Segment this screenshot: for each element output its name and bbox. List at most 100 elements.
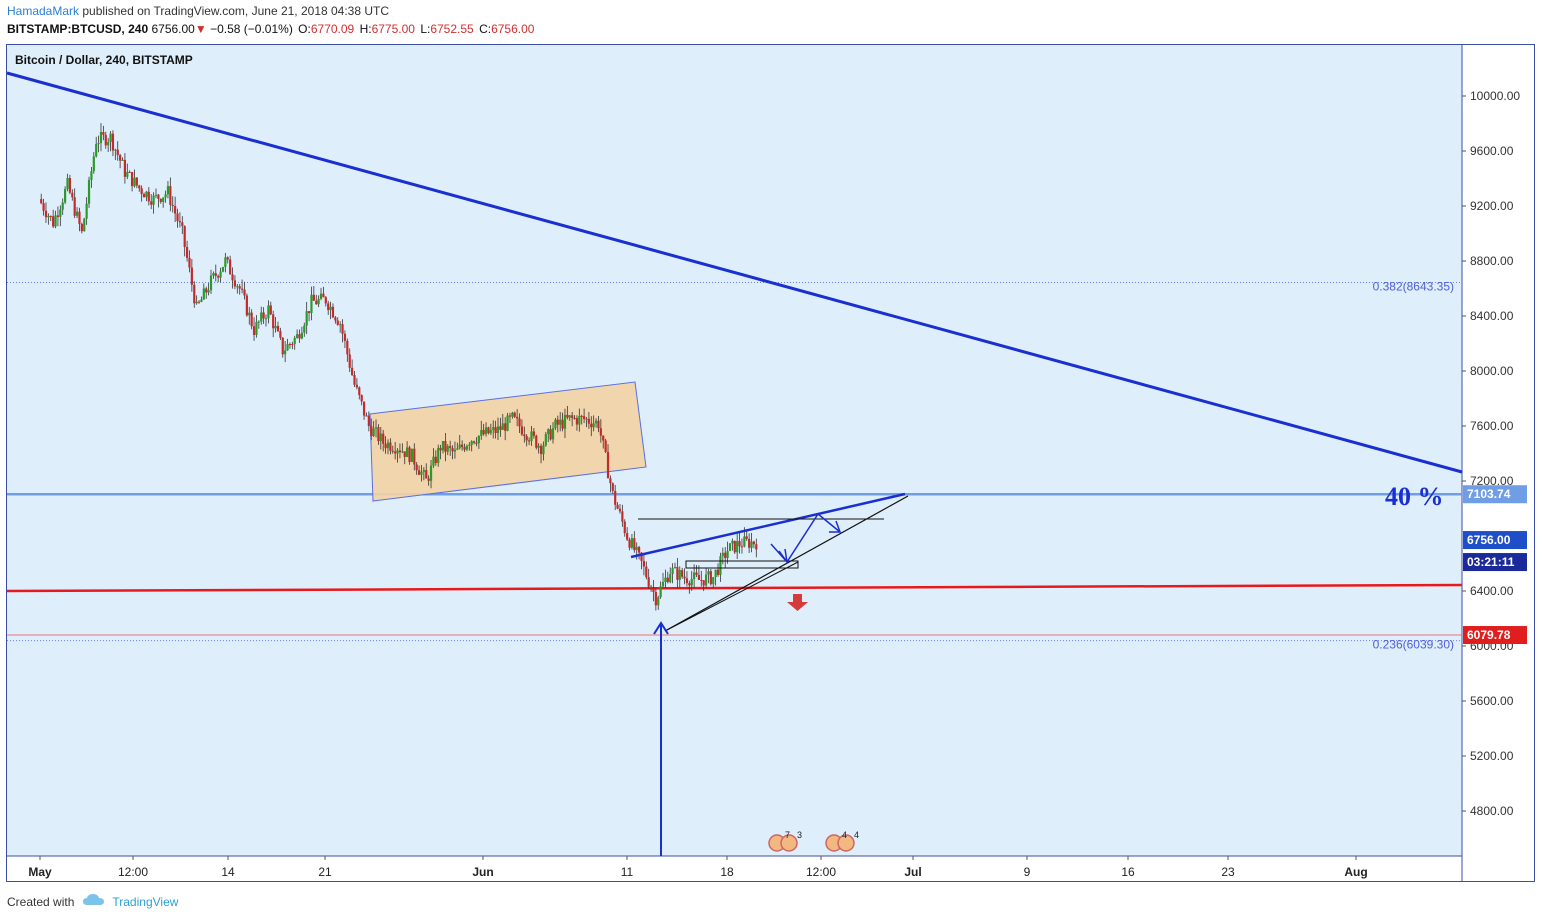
- candle-up: [437, 447, 440, 463]
- candle-down: [140, 188, 143, 195]
- candle-up: [559, 419, 562, 425]
- candle-down: [104, 134, 107, 146]
- candle-down: [169, 186, 172, 205]
- projection-arrowhead: [778, 548, 788, 563]
- candle-down: [205, 288, 208, 293]
- candle-up: [54, 215, 57, 227]
- candle-up: [585, 418, 588, 420]
- candle-down: [358, 387, 361, 396]
- candle-up: [195, 301, 198, 304]
- candle-down: [461, 444, 464, 448]
- candle-up: [75, 211, 79, 216]
- candle-down: [159, 198, 162, 202]
- candle-up: [678, 570, 681, 580]
- candle-down: [176, 213, 179, 222]
- event-sub: 3: [797, 830, 802, 840]
- candle-down: [449, 446, 452, 449]
- candle-down: [56, 215, 60, 217]
- candle-down: [334, 317, 337, 321]
- candle-up: [296, 334, 299, 338]
- candle-down: [573, 417, 576, 419]
- candle-down: [384, 443, 387, 449]
- x-tick-label: Jun: [472, 865, 493, 879]
- candle-up: [260, 312, 263, 322]
- candle-down: [561, 419, 564, 429]
- candle-up: [714, 569, 717, 578]
- candle-up: [422, 470, 425, 472]
- candle-down: [417, 470, 421, 475]
- candle-down: [243, 289, 246, 296]
- candle-down: [391, 450, 394, 452]
- candle-down: [499, 426, 502, 430]
- candle-down: [370, 426, 373, 437]
- candle-down: [327, 303, 330, 311]
- candle-up: [379, 433, 382, 442]
- candle-down: [324, 297, 327, 304]
- candle-down: [451, 448, 454, 452]
- candle-up: [446, 446, 449, 452]
- candle-up: [712, 577, 715, 585]
- candle-down: [351, 367, 354, 376]
- candle-down: [281, 337, 284, 355]
- candle-down: [597, 420, 600, 429]
- y-tick-label: 5200.00: [1470, 749, 1514, 763]
- ohlc-line: BITSTAMP:BTCUSD, 240 6756.00▼ −0.58 (−0.…: [7, 22, 534, 36]
- candle-up: [537, 445, 540, 448]
- chart-frame: [6, 44, 1535, 882]
- x-tick-label: 12:00: [806, 865, 836, 879]
- candle-down: [382, 433, 385, 444]
- candle-up: [224, 257, 227, 267]
- publish-line: HamadaMark published on TradingView.com,…: [7, 4, 389, 18]
- x-tick-label: 21: [318, 865, 332, 879]
- candle-down: [394, 451, 397, 454]
- candle-down: [362, 401, 366, 416]
- support-price-tag-bg: [1463, 626, 1527, 645]
- chart-header: HamadaMark published on TradingView.com,…: [0, 0, 1542, 44]
- candle-down: [439, 447, 442, 451]
- candle-down: [346, 340, 349, 355]
- candle-down: [580, 415, 583, 417]
- candle-down: [80, 223, 83, 232]
- candle-up: [731, 540, 734, 544]
- candle-down: [716, 569, 720, 575]
- candle-up: [492, 427, 495, 431]
- candle-up: [542, 445, 545, 455]
- candle-down: [276, 325, 280, 332]
- down-arrow-icon: [787, 594, 808, 611]
- candle-down: [475, 442, 478, 444]
- legend-title: Bitcoin / Dollar, 240, BITSTAMP: [15, 53, 193, 67]
- candle-down: [150, 201, 153, 205]
- support-price-tag: 6079.78: [1467, 628, 1511, 642]
- candle-up: [726, 550, 729, 559]
- candle-down: [611, 483, 614, 491]
- y-tick-label: 8000.00: [1470, 364, 1514, 378]
- event-flag-icon: [837, 834, 855, 852]
- candle-down: [73, 197, 76, 216]
- candle-down: [434, 456, 437, 463]
- candle-down: [307, 311, 311, 314]
- candle-up: [133, 177, 136, 187]
- symbol-label: BITSTAMP:BTCUSD, 240: [7, 22, 149, 36]
- candle-down: [123, 159, 127, 177]
- candle-up: [97, 143, 100, 145]
- candle-up: [704, 574, 708, 586]
- candle-up: [164, 194, 167, 198]
- candle-up: [305, 311, 308, 326]
- low-value: 6752.55: [430, 22, 474, 36]
- candle-up: [406, 447, 409, 457]
- candle-down: [527, 440, 531, 442]
- candle-up: [544, 434, 547, 446]
- x-tick-label: 23: [1221, 865, 1235, 879]
- tradingview-brand-link[interactable]: TradingView: [112, 894, 179, 909]
- author-link[interactable]: HamadaMark: [7, 4, 80, 18]
- range-box: [685, 560, 799, 569]
- candle-up: [484, 427, 488, 435]
- candle-down: [49, 216, 52, 218]
- candle-up: [145, 191, 148, 198]
- candle-down: [343, 333, 347, 341]
- event-count: 7: [785, 830, 790, 840]
- candle-down: [269, 305, 272, 315]
- candle-up: [248, 312, 251, 316]
- candle-down: [724, 552, 727, 559]
